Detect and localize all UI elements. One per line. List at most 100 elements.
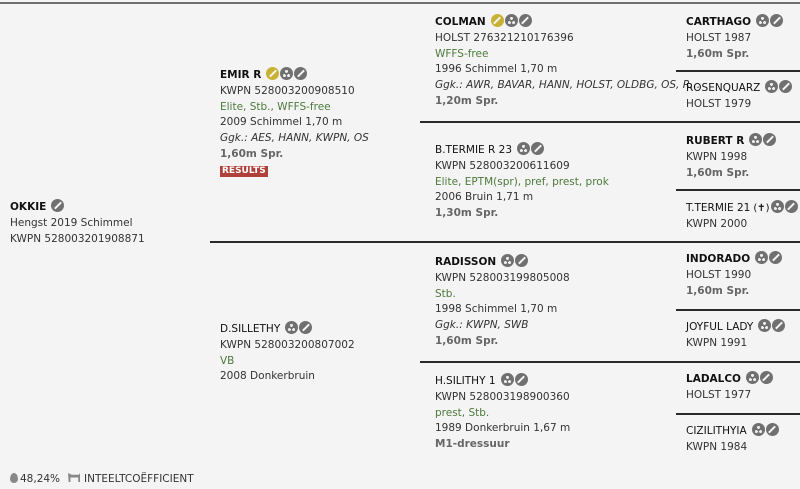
horse-card-dds: LADALCO HOLST 1977: [686, 371, 773, 404]
horse-name[interactable]: ROSENQUARZ: [686, 82, 761, 94]
horse-card-ss: COLMAN HOLST 276321210176396 WFFS-free 1996…: [435, 14, 700, 110]
horse-info-line: 1,60m Spr.: [435, 334, 499, 347]
horse-info-line: prest, Stb.: [435, 406, 490, 419]
inbreeding-label[interactable]: INTEELTCOËFFICIENT: [84, 473, 194, 485]
horse-info-line: 1,20m Spr.: [435, 94, 499, 107]
pedigree-icon[interactable]: [501, 254, 515, 267]
inbreeding-footer: 48,24% INTEELTCOËFFICIENT: [10, 473, 194, 485]
horse-info-line: 1,60m Spr.: [686, 284, 750, 297]
edit-icon[interactable]: [531, 142, 545, 155]
divider: [676, 309, 800, 311]
pedigree-icon[interactable]: [758, 319, 772, 332]
edit-icon[interactable]: [779, 80, 793, 93]
edit-icon[interactable]: [784, 200, 798, 213]
horse-info-line: 1998 Schimmel 1,70 m: [435, 303, 558, 316]
horse-card-ddd: CIZILITHYIA KWPN 1984: [686, 423, 779, 456]
horse-info-line: KWPN 528003198900360: [435, 390, 570, 403]
horse-name[interactable]: H.SILITHY 1: [435, 375, 496, 387]
pedigree-icon[interactable]: [770, 200, 784, 213]
edit-icon[interactable]: [765, 423, 779, 436]
horse-info-line: WFFS-free: [435, 47, 489, 60]
horse-card-sire: EMIR R KWPN 528003200908510 Elite, Stb., W…: [220, 67, 369, 179]
deceased-icon: (✝): [753, 203, 770, 214]
edit-icon[interactable]: [769, 251, 783, 264]
drop-icon: [10, 473, 18, 483]
horse-info-line: Ggk.: AWR, BAVAR, HANN, HOLST, OLDBG, OS…: [435, 79, 701, 92]
horse-info-line: 1989 Donkerbruin 1,67 m: [435, 422, 571, 435]
horse-info-line: 2009 Schimmel 1,70 m: [220, 116, 343, 129]
horse-icon: [68, 473, 81, 482]
horse-card-dd: H.SILITHY 1 KWPN 528003198900360 prest, St…: [435, 373, 570, 453]
inbreeding-percentage: 48,24%: [20, 473, 61, 485]
divider: [420, 361, 800, 363]
edit-icon[interactable]: [299, 321, 313, 334]
divider: [676, 413, 800, 415]
pedigree-icon[interactable]: [755, 251, 769, 264]
edit-icon[interactable]: [515, 254, 529, 267]
horse-card-sdd: T.TERMIE 21 (✝) KWPN 2000: [686, 200, 798, 233]
horse-name[interactable]: LADALCO: [686, 373, 741, 385]
pedigree-icon[interactable]: [280, 67, 294, 80]
horse-info-line: KWPN 528003200908510: [220, 84, 355, 97]
edit-gold-icon[interactable]: [490, 14, 504, 27]
horse-name[interactable]: JOYFUL LADY: [686, 321, 754, 333]
horse-name[interactable]: COLMAN: [435, 16, 486, 28]
pedigree-icon[interactable]: [517, 142, 531, 155]
edit-icon[interactable]: [51, 199, 65, 212]
horse-name[interactable]: B.TERMIE R 23: [435, 144, 513, 156]
horse-info-line: HOLST 276321210176396: [435, 31, 574, 44]
pedigree-icon[interactable]: [745, 371, 759, 384]
horse-info-line: Stb.: [435, 287, 456, 300]
horse-name[interactable]: D.SILLETHY: [220, 323, 281, 335]
edit-icon[interactable]: [294, 67, 308, 80]
horse-card-ds: RADISSON KWPN 528003199805008 Stb. 1998 Sch…: [435, 254, 570, 350]
pedigree-icon[interactable]: [756, 14, 770, 27]
horse-card-dss: INDORADO HOLST 1990 1,60m Spr.: [686, 251, 783, 299]
results-button[interactable]: RESULTS: [220, 165, 268, 177]
horse-name[interactable]: T.TERMIE 21: [686, 202, 751, 214]
horse-info-line: Elite, EPTM(spr), pref, prest, prok: [435, 175, 609, 188]
horse-info-line: 1,60m Spr.: [220, 147, 284, 160]
horse-info-line: HOLST 1990: [686, 268, 752, 281]
edit-icon[interactable]: [514, 373, 528, 386]
pedigree-icon[interactable]: [751, 423, 765, 436]
divider: [676, 189, 800, 191]
horse-info-line: Ggk.: KWPN, SWB: [435, 319, 529, 332]
horse-info-line: KWPN 528003199805008: [435, 271, 570, 284]
edit-icon[interactable]: [763, 133, 777, 146]
horse-name[interactable]: RADISSON: [435, 256, 497, 268]
pedigree-icon[interactable]: [500, 373, 514, 386]
edit-icon[interactable]: [770, 14, 784, 27]
edit-icon[interactable]: [518, 14, 532, 27]
pedigree-icon[interactable]: [504, 14, 518, 27]
horse-name[interactable]: OKKIE: [10, 201, 47, 213]
pedigree-icon[interactable]: [765, 80, 779, 93]
horse-name[interactable]: RUBERT R: [686, 135, 745, 147]
horse-card-ssd: ROSENQUARZ HOLST 1979: [686, 80, 793, 113]
horse-info-line: KWPN 528003200611609: [435, 159, 570, 172]
horse-info-line: KWPN 528003200807002: [220, 338, 355, 351]
horse-info-line: 1,60m Spr.: [686, 47, 750, 60]
horse-info-line: 2008 Donkerbruin: [220, 370, 315, 383]
horse-info-line: HOLST 1987: [686, 31, 752, 44]
edit-icon[interactable]: [772, 319, 786, 332]
horse-info-line: Ggk.: AES, HANN, KWPN, OS: [220, 132, 369, 145]
pedigree-icon[interactable]: [749, 133, 763, 146]
edit-icon[interactable]: [759, 371, 773, 384]
horse-card-sds: RUBERT R KWPN 1998 1,60m Spr.: [686, 133, 777, 181]
edit-gold-icon[interactable]: [266, 67, 280, 80]
horse-info-line: 1996 Schimmel 1,70 m: [435, 63, 558, 76]
horse-info-line: 2006 Bruin 1,71 m: [435, 191, 534, 204]
horse-name[interactable]: EMIR R: [220, 69, 262, 81]
horse-name[interactable]: INDORADO: [686, 253, 751, 265]
pedigree-icon[interactable]: [285, 321, 299, 334]
divider: [420, 121, 800, 123]
horse-info-line: KWPN 1984: [686, 440, 748, 453]
horse-name[interactable]: CIZILITHYIA: [686, 425, 747, 437]
horse-info-line: M1-dressuur: [435, 438, 510, 451]
horse-card-dam: D.SILLETHY KWPN 528003200807002 VB 2008 Don…: [220, 321, 355, 385]
horse-card-subject: OKKIE Hengst 2019 Schimmel KWPN 5280032019…: [10, 199, 145, 247]
horse-card-sss: CARTHAGO HOLST 1987 1,60m Spr.: [686, 14, 784, 62]
horse-name[interactable]: CARTHAGO: [686, 16, 752, 28]
